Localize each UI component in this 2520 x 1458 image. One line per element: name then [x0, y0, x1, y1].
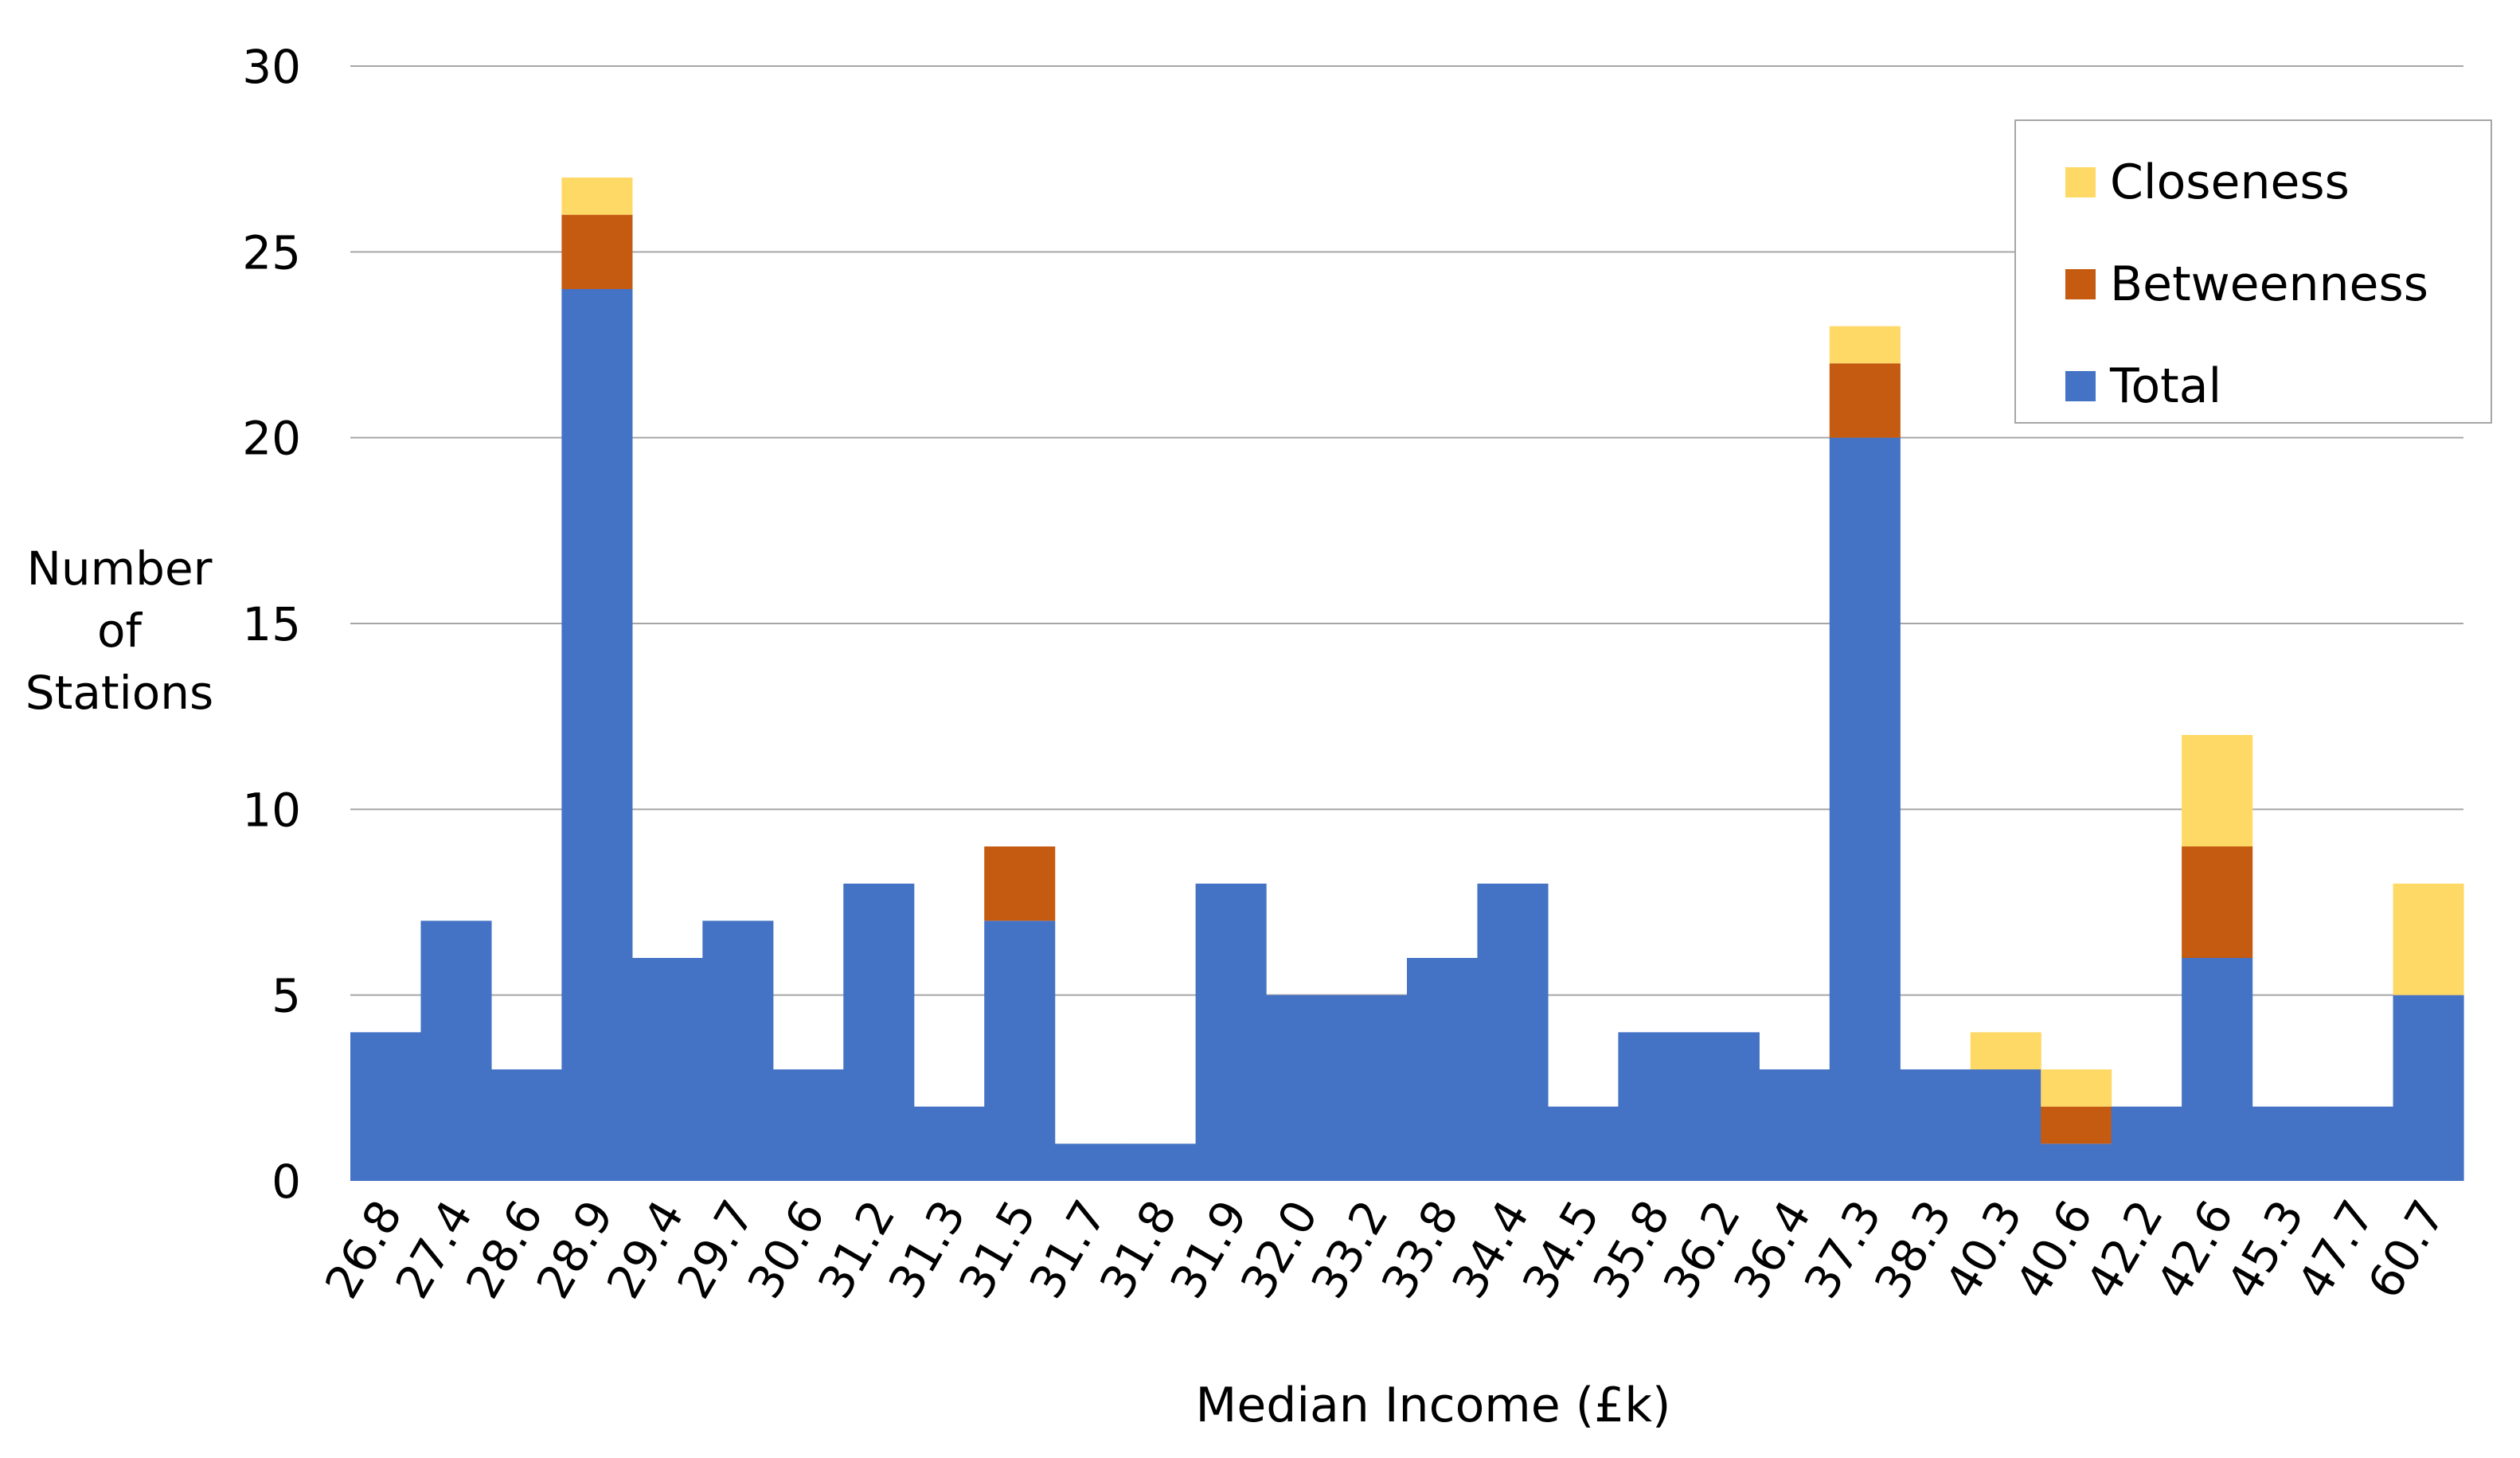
bar-total-47.7	[2323, 1106, 2394, 1181]
legend-item-closeness: Closeness	[2065, 154, 2350, 210]
bar-total-40.3	[1970, 1069, 2041, 1181]
x-tick-label: 45.3	[2216, 1191, 2314, 1308]
x-tick-label: 31.8	[1089, 1191, 1187, 1308]
x-tick-label: 42.2	[2076, 1191, 2174, 1308]
legend-label-total: Total	[2110, 358, 2222, 414]
bar-total-60.7	[2393, 995, 2464, 1181]
bar-total-30.6	[772, 1069, 844, 1181]
bar-total-26.8	[350, 1032, 422, 1181]
bar-total-27.4	[420, 921, 492, 1181]
x-tick-label: 29.7	[666, 1191, 764, 1308]
bar-total-31.3	[913, 1106, 985, 1181]
x-tick-label: 32.0	[1230, 1191, 1328, 1308]
bar-total-29.4	[631, 958, 703, 1181]
bar-total-37.3	[1829, 437, 1901, 1181]
bar-total-33.8	[1407, 958, 1479, 1181]
y-tick-label: 10	[242, 783, 301, 837]
x-tick-label: 47.7	[2287, 1191, 2385, 1308]
bar-total-40.6	[2041, 1143, 2112, 1181]
legend-item-betweenness: Betweenness	[2065, 256, 2428, 312]
bar-total-42.2	[2111, 1106, 2182, 1181]
x-tick-label: 28.6	[455, 1191, 553, 1308]
x-tick-label: 40.6	[2005, 1191, 2103, 1308]
x-tick-label: 34.4	[1441, 1191, 1539, 1308]
legend-label-closeness: Closeness	[2110, 154, 2350, 210]
x-tick-label: 31.7	[1019, 1191, 1117, 1308]
y-tick-labels: 0 5 10 15 20 25 30	[242, 40, 301, 1209]
bar-total-29.7	[702, 921, 774, 1181]
y-axis-label-line-3: Stations	[25, 666, 214, 720]
bar-total-31.7	[1054, 1143, 1126, 1181]
x-tick-label: 30.6	[737, 1191, 835, 1308]
legend-item-total: Total	[2065, 358, 2221, 414]
bar-total-36.4	[1759, 1069, 1830, 1181]
legend-swatch-betweenness	[2065, 269, 2096, 299]
x-tick-label: 37.3	[1794, 1191, 1892, 1308]
x-tick-label: 35.8	[1582, 1191, 1680, 1308]
x-tick-label: 34.5	[1512, 1191, 1610, 1308]
x-tick-label: 60.7	[2357, 1191, 2455, 1308]
bar-betweenness-28.9	[561, 214, 633, 289]
y-tick-label: 25	[242, 225, 301, 279]
x-tick-label: 31.3	[878, 1191, 976, 1308]
x-tick-label: 31.2	[807, 1191, 905, 1308]
bar-total-45.3	[2252, 1106, 2323, 1181]
bar-betweenness-42.6	[2182, 846, 2253, 958]
legend-swatch-total	[2065, 371, 2096, 401]
x-tick-label: 29.4	[596, 1191, 694, 1308]
x-tick-label: 31.9	[1159, 1191, 1257, 1308]
y-tick-label: 5	[272, 969, 301, 1023]
legend: Closeness Betweenness Total	[2014, 119, 2492, 424]
bar-closeness-40.6	[2041, 1069, 2112, 1107]
x-tick-label: 38.3	[1864, 1191, 1962, 1308]
legend-label-betweenness: Betweenness	[2110, 256, 2428, 312]
bar-total-28.6	[490, 1069, 562, 1181]
bars	[350, 178, 2464, 1181]
gridlines	[350, 65, 2463, 996]
bar-total-31.9	[1195, 883, 1267, 1181]
bar-betweenness-40.6	[2041, 1106, 2112, 1144]
bar-closeness-60.7	[2393, 883, 2464, 995]
bar-total-34.5	[1547, 1106, 1619, 1181]
x-tick-label: 36.4	[1723, 1191, 1821, 1308]
bar-closeness-28.9	[561, 178, 633, 215]
bar-betweenness-37.3	[1829, 363, 1901, 438]
bar-betweenness-31.5	[984, 846, 1056, 921]
bar-total-36.2	[1688, 1032, 1760, 1181]
bar-total-32.0	[1266, 995, 1338, 1181]
x-tick-label: 27.4	[385, 1191, 483, 1308]
x-tick-label: 33.8	[1371, 1191, 1469, 1308]
bar-closeness-42.6	[2182, 735, 2253, 846]
bar-closeness-40.3	[1970, 1032, 2041, 1069]
x-tick-label: 28.9	[525, 1191, 623, 1308]
bar-closeness-37.3	[1829, 326, 1901, 364]
y-tick-label: 0	[272, 1155, 301, 1209]
bar-total-35.8	[1618, 1032, 1690, 1181]
bar-total-38.3	[1900, 1069, 1971, 1181]
x-tick-labels: 26.827.428.628.929.429.730.631.231.331.5…	[315, 1191, 2456, 1308]
bar-total-31.2	[843, 883, 915, 1181]
x-tick-label: 26.8	[315, 1191, 412, 1308]
bar-total-31.5	[984, 921, 1056, 1181]
x-tick-label: 42.6	[2146, 1191, 2244, 1308]
y-tick-label: 20	[242, 412, 301, 466]
y-axis-label-line-1: Number	[26, 541, 213, 596]
legend-swatch-closeness	[2065, 167, 2096, 197]
y-tick-label: 30	[242, 40, 301, 94]
bar-total-34.4	[1477, 883, 1549, 1181]
x-tick-label: 33.2	[1300, 1191, 1398, 1308]
x-tick-label: 40.3	[1935, 1191, 2033, 1308]
bar-total-28.9	[561, 289, 633, 1181]
y-tick-label: 15	[242, 597, 301, 651]
x-axis-label: Median Income (£k)	[1195, 1378, 1671, 1433]
x-tick-label: 36.2	[1653, 1191, 1751, 1308]
bar-total-31.8	[1125, 1143, 1197, 1181]
x-tick-label: 31.5	[948, 1191, 1046, 1308]
y-axis-label-line-2: of	[97, 604, 142, 658]
bar-total-33.2	[1336, 995, 1408, 1181]
bar-total-42.6	[2182, 958, 2253, 1181]
